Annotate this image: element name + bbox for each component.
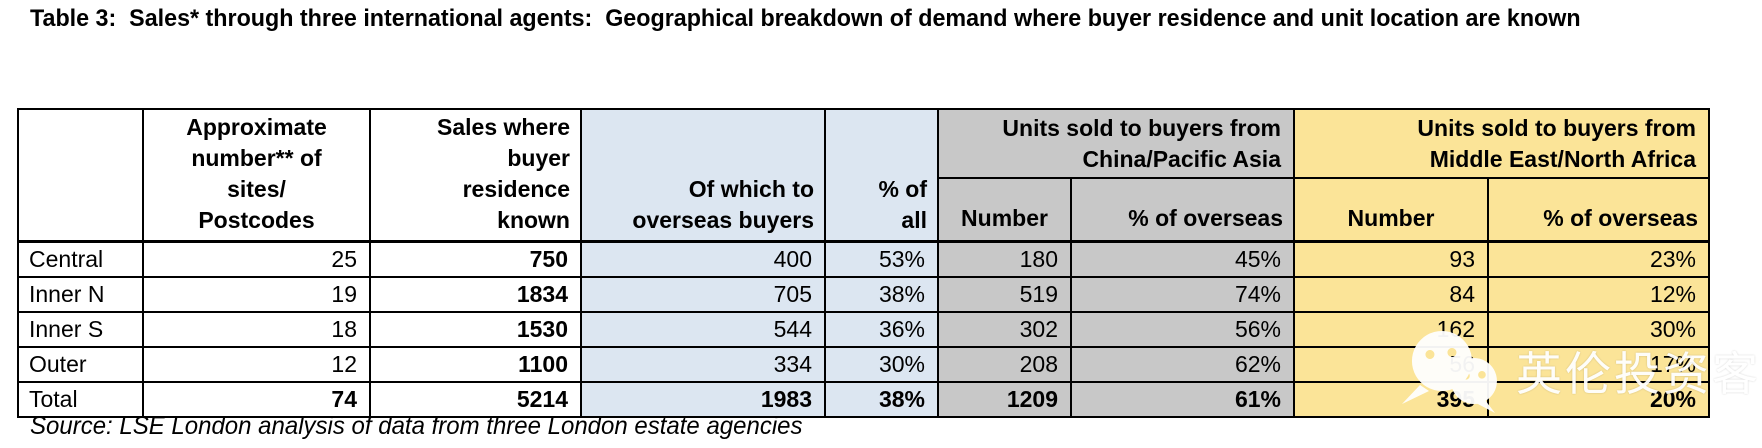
table-cell: 544	[580, 310, 826, 348]
table-cell: 1209	[937, 380, 1072, 418]
table-cell: 12	[142, 345, 371, 383]
row-label: Inner S	[17, 310, 144, 348]
table-cell: 1983	[580, 380, 826, 418]
table-cell: 56	[1293, 345, 1489, 383]
table-cell: 180	[937, 240, 1072, 278]
table-row-total: Total 74 5214 1983 38% 1209 61% 395 20%	[17, 380, 1710, 418]
table-cell: 400	[580, 240, 826, 278]
header-group-china-pacific-asia: Units sold to buyers from China/Pacific …	[937, 108, 1295, 179]
table-cell: 750	[369, 240, 582, 278]
table-cell: 302	[937, 310, 1072, 348]
table-row-outer: Outer 12 1100 334 30% 208 62% 56 17%	[17, 345, 1710, 383]
row-label: Outer	[17, 345, 144, 383]
table-cell: 56%	[1070, 310, 1295, 348]
table-cell: 208	[937, 345, 1072, 383]
table-cell: 1100	[369, 345, 582, 383]
table-cell: 62%	[1070, 345, 1295, 383]
table-title: Table 3: Sales* through three internatio…	[30, 5, 1581, 32]
table-cell: 1834	[369, 275, 582, 313]
table-cell: 30%	[824, 345, 939, 383]
table-cell: 93	[1293, 240, 1489, 278]
header-china-pct-overseas: % of overseas	[1070, 176, 1295, 243]
table-cell: 36%	[824, 310, 939, 348]
table-cell: 162	[1293, 310, 1489, 348]
table-cell: 38%	[824, 380, 939, 418]
table-cell: 705	[580, 275, 826, 313]
table-cell: 38%	[824, 275, 939, 313]
table-cell: 5214	[369, 380, 582, 418]
table-cell: 395	[1293, 380, 1489, 418]
table-cell: 1530	[369, 310, 582, 348]
table-cell: 23%	[1487, 240, 1710, 278]
header-china-number: Number	[937, 176, 1072, 243]
table-cell: 519	[937, 275, 1072, 313]
header-sales-known: Sales where buyer residence known	[369, 108, 582, 243]
table-row-central: Central 25 750 400 53% 180 45% 93 23%	[17, 240, 1710, 278]
header-group-middle-east-north-africa: Units sold to buyers from Middle East/No…	[1293, 108, 1710, 179]
header-mena-pct-overseas: % of overseas	[1487, 176, 1710, 243]
header-pct-of-all: % of all	[824, 108, 939, 243]
source-note: Source: LSE London analysis of data from…	[30, 412, 803, 440]
table-cell: 20%	[1487, 380, 1710, 418]
table-cell: 25	[142, 240, 371, 278]
table-cell: 61%	[1070, 380, 1295, 418]
row-label: Inner N	[17, 275, 144, 313]
table-cell: 84	[1293, 275, 1489, 313]
table-cell: 53%	[824, 240, 939, 278]
row-label: Total	[17, 380, 144, 418]
table-row-inner-n: Inner N 19 1834 705 38% 519 74% 84 12%	[17, 275, 1710, 313]
table-cell: 12%	[1487, 275, 1710, 313]
table-cell: 74%	[1070, 275, 1295, 313]
table-cell: 45%	[1070, 240, 1295, 278]
header-overseas-buyers: Of which to overseas buyers	[580, 108, 826, 243]
header-corner-blank	[17, 108, 144, 243]
table-cell: 18	[142, 310, 371, 348]
table-cell: 334	[580, 345, 826, 383]
table-cell: 74	[142, 380, 371, 418]
header-mena-number: Number	[1293, 176, 1489, 243]
header-approx-sites: Approximate number** of sites/ Postcodes	[142, 108, 371, 243]
sales-table: Approximate number** of sites/ Postcodes…	[17, 108, 1710, 418]
table-row-inner-s: Inner S 18 1530 544 36% 302 56% 162 30%	[17, 310, 1710, 348]
table-cell: 17%	[1487, 345, 1710, 383]
table-cell: 30%	[1487, 310, 1710, 348]
table-cell: 19	[142, 275, 371, 313]
row-label: Central	[17, 240, 144, 278]
